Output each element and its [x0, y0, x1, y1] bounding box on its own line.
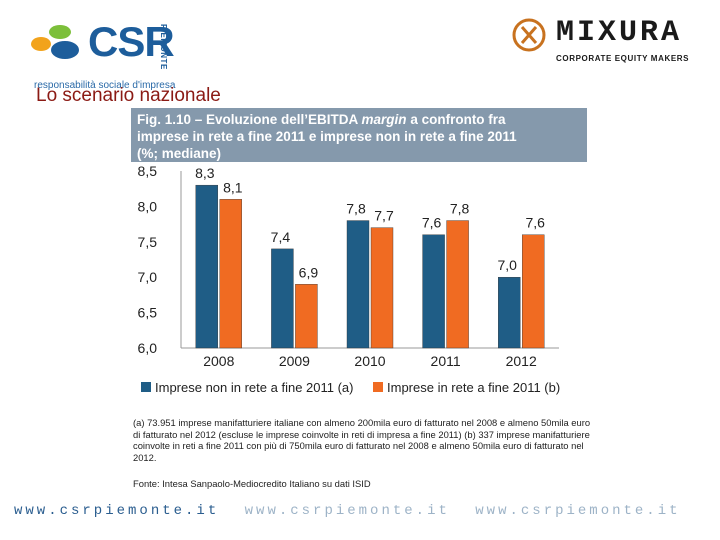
legend-label: Imprese non in rete a fine 2011 (a): [155, 380, 354, 395]
figure-panel: Fig. 1.10 – Evoluzione dell’EBITDA margi…: [127, 106, 594, 498]
bar-data-label: 7,6: [422, 215, 442, 231]
bar: [346, 220, 370, 349]
figure-title-part-a: Fig. 1.10 – Evoluzione dell’EBITDA: [137, 112, 362, 127]
mixura-subtitle: CORPORATE EQUITY MAKERS: [556, 54, 690, 63]
csr-wordmark: CSR: [88, 18, 175, 65]
bar: [422, 234, 445, 349]
csr-tagline: responsabilità sociale d'impresa: [34, 80, 176, 91]
y-tick-label: 6,0: [138, 340, 158, 356]
bar-data-label: 8,3: [195, 165, 215, 181]
x-tick-label: 2008: [203, 353, 234, 369]
bar-data-label: 7,8: [450, 201, 470, 217]
mixura-wordmark: MIXURA: [556, 16, 683, 50]
figure-title: Fig. 1.10 – Evoluzione dell’EBITDA margi…: [131, 108, 587, 162]
bar-data-label: 7,0: [497, 257, 517, 273]
bar: [219, 199, 243, 349]
bar-data-label: 7,8: [346, 201, 366, 217]
footer-urls: www.csrpiemonte.it www.csrpiemonte.it ww…: [14, 503, 695, 519]
legend-swatch: [141, 382, 151, 392]
y-tick-label: 8,0: [138, 198, 158, 214]
bar-data-label: 7,7: [374, 208, 394, 224]
figure-notes: (a) 73.951 imprese manifatturiere italia…: [133, 417, 591, 463]
bar: [271, 248, 294, 349]
footer-url-3[interactable]: www.csrpiemonte.it: [475, 503, 681, 519]
mixura-logo: MIXURA CORPORATE EQUITY MAKERS: [512, 14, 692, 70]
figure-title-emphasis: margin: [361, 112, 407, 127]
bar: [195, 184, 219, 349]
logo-dot-yellow: [31, 37, 51, 51]
bar: [370, 227, 394, 349]
piemonte-vertical-label: PIEMONTE: [159, 24, 168, 70]
legend-label: Imprese in rete a fine 2011 (b): [387, 380, 560, 395]
x-tick-label: 2009: [279, 353, 310, 369]
bar-data-label: 7,4: [271, 229, 291, 245]
figure-title-line-3: (%; mediane): [137, 146, 222, 161]
bar-data-label: 7,6: [525, 215, 545, 231]
section-title: Lo scenario nazionale: [36, 85, 221, 106]
footer-url-1[interactable]: www.csrpiemonte.it: [14, 503, 220, 519]
bar-data-label: 6,9: [299, 264, 319, 280]
bar: [446, 220, 469, 349]
bar-data-label: 8,1: [223, 179, 243, 195]
y-tick-label: 7,0: [138, 269, 158, 285]
x-tick-label: 2012: [506, 353, 537, 369]
csr-piemonte-logo: CSR PIEMONTE responsabilità sociale d'im…: [28, 18, 175, 91]
figure-source: Fonte: Intesa Sanpaolo-Mediocredito Ital…: [133, 478, 371, 489]
mixura-mark-icon: [512, 18, 546, 52]
bar: [522, 234, 545, 349]
figure-title-line-2: imprese in rete a fine 2011 e imprese no…: [137, 129, 517, 144]
logo-dot-green: [49, 25, 71, 39]
ebitda-bar-chart: 6,0 6,5 7,0 7,5 8,0 8,5 8,3 8,1 2008 7,4 6,9 2009 7,…: [138, 163, 561, 395]
y-tick-label: 8,5: [138, 163, 158, 179]
x-tick-label: 2010: [354, 353, 385, 369]
csr-dots-icon: [31, 25, 79, 59]
figure-title-line-1: Fig. 1.10 – Evoluzione dell’EBITDA margi…: [137, 111, 587, 128]
y-tick-label: 6,5: [138, 305, 158, 321]
y-tick-label: 7,5: [138, 234, 158, 250]
footer-url-2[interactable]: www.csrpiemonte.it: [244, 503, 450, 519]
x-tick-label: 2011: [431, 353, 461, 369]
figure-title-part-b: a confronto fra: [406, 112, 506, 127]
bar: [295, 284, 318, 349]
logo-dot-blue: [51, 41, 79, 59]
legend-swatch: [373, 382, 383, 392]
bar: [498, 276, 521, 349]
